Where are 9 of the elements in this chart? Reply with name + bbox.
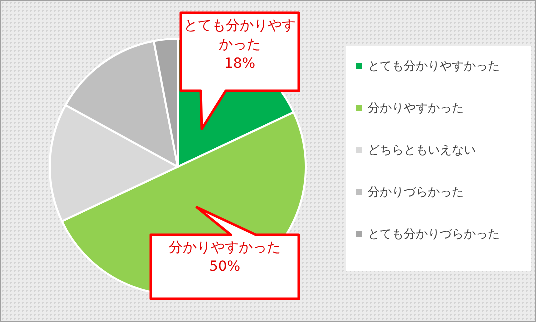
slice-label: とても分かりやすかった xyxy=(184,17,296,55)
data-label: 18% xyxy=(223,55,257,74)
legend-label: 分かりやすかった xyxy=(368,101,464,115)
slice-label: 分かりやすかった xyxy=(168,239,282,258)
legend-label: 分かりづらかった xyxy=(368,185,464,199)
data-label: 50% xyxy=(208,258,242,277)
legend-label: とても分かりやすかった xyxy=(368,59,500,73)
legend-label: とても分かりづらかった xyxy=(368,227,500,241)
legend-label: どちらともいえない xyxy=(368,143,476,157)
